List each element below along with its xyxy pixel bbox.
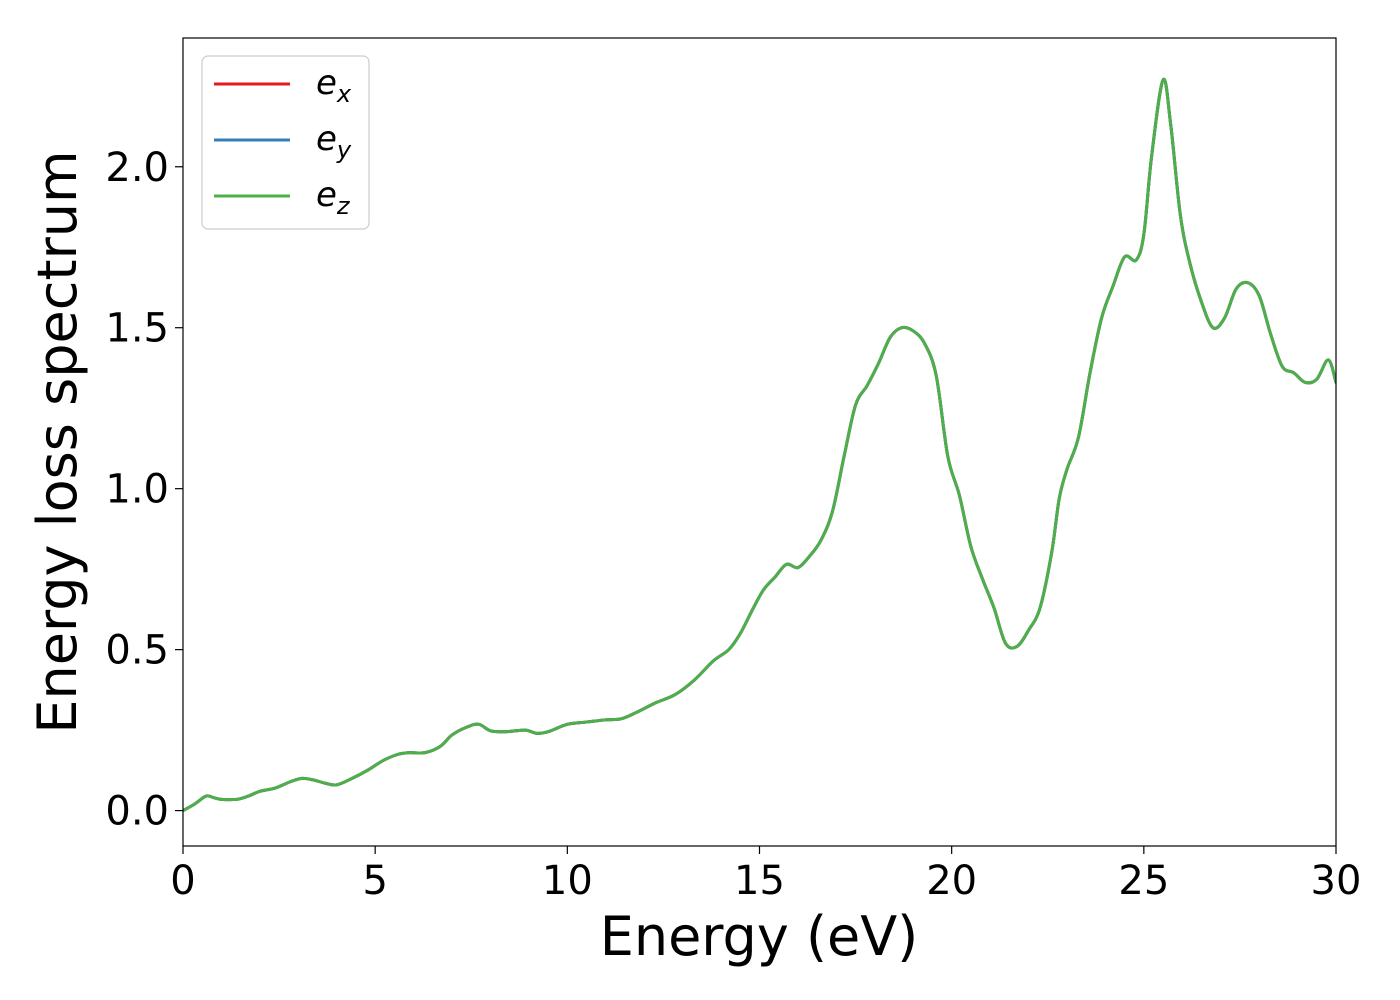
- legend-label-e-y: ey: [316, 119, 352, 164]
- legend: ex ey ez: [201, 55, 370, 230]
- x-tick-label: 10: [542, 858, 593, 904]
- legend-label-e-x: ex: [316, 63, 352, 108]
- y-axis: 0.0 0.5 1.0 1.5 2.0: [105, 145, 183, 835]
- x-tick-label: 30: [1311, 858, 1362, 904]
- y-tick-label: 0.5: [105, 628, 169, 674]
- x-tick-label: 5: [362, 858, 387, 904]
- series-layer: [183, 77, 1336, 813]
- y-axis-label: Energy loss spectrum: [26, 150, 89, 733]
- x-axis: 0 5 10 15 20 25 30: [170, 846, 1361, 904]
- y-tick-label: 0.0: [105, 789, 169, 835]
- x-tick-label: 20: [926, 858, 977, 904]
- x-tick-label: 25: [1118, 858, 1169, 904]
- y-tick-label: 1.0: [105, 467, 169, 513]
- x-tick-label: 0: [170, 858, 195, 904]
- y-tick-label: 1.5: [105, 306, 169, 352]
- x-tick-label: 15: [734, 858, 785, 904]
- series-line-e-z: [183, 77, 1336, 813]
- legend-box: [201, 55, 370, 230]
- x-axis-label: Energy (eV): [600, 905, 919, 968]
- y-tick-label: 2.0: [105, 145, 169, 191]
- legend-label-e-z: ez: [316, 175, 351, 220]
